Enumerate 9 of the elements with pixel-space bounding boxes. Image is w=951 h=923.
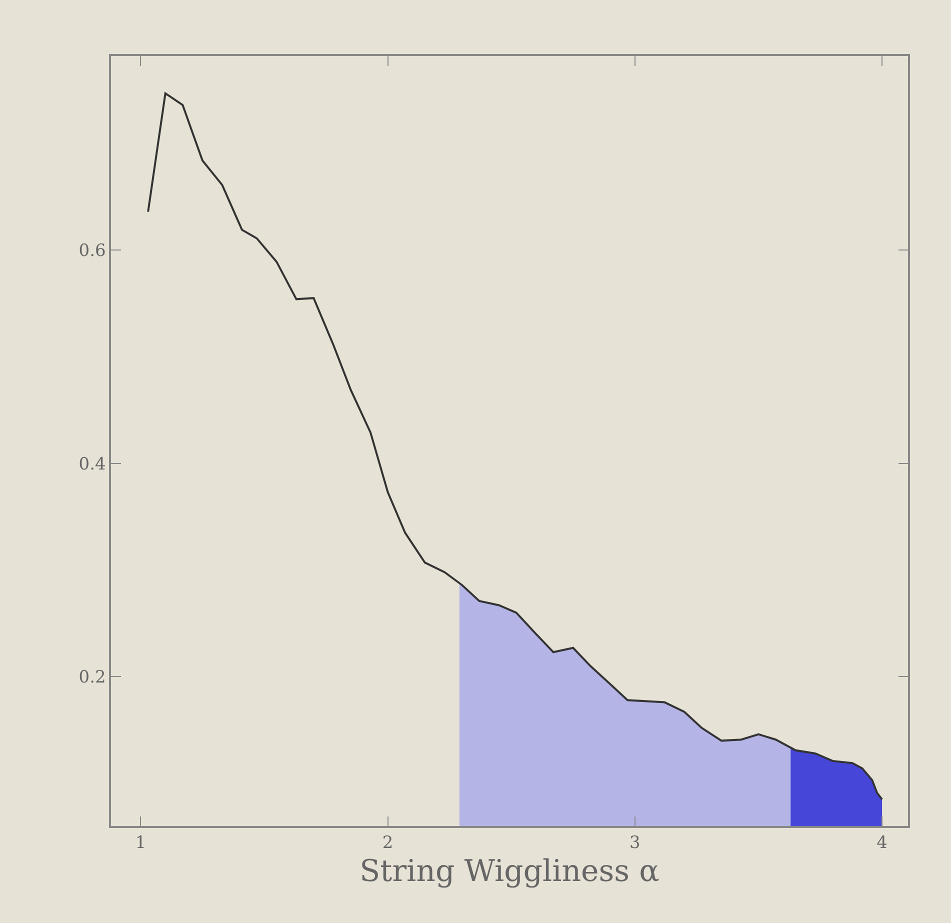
x-tick-label: 1 xyxy=(135,833,146,854)
x-axis-title: String Wiggliness α xyxy=(360,854,660,890)
x-tick-label: 2 xyxy=(382,833,394,854)
y-tick-label: 0.4 xyxy=(78,454,106,474)
line-series xyxy=(147,92,884,800)
y-tick-label: 0.2 xyxy=(78,668,106,688)
y-tick-label: 0.6 xyxy=(78,241,106,262)
x-tick-label: 4 xyxy=(876,833,888,854)
x-tick-label: 3 xyxy=(630,833,640,854)
